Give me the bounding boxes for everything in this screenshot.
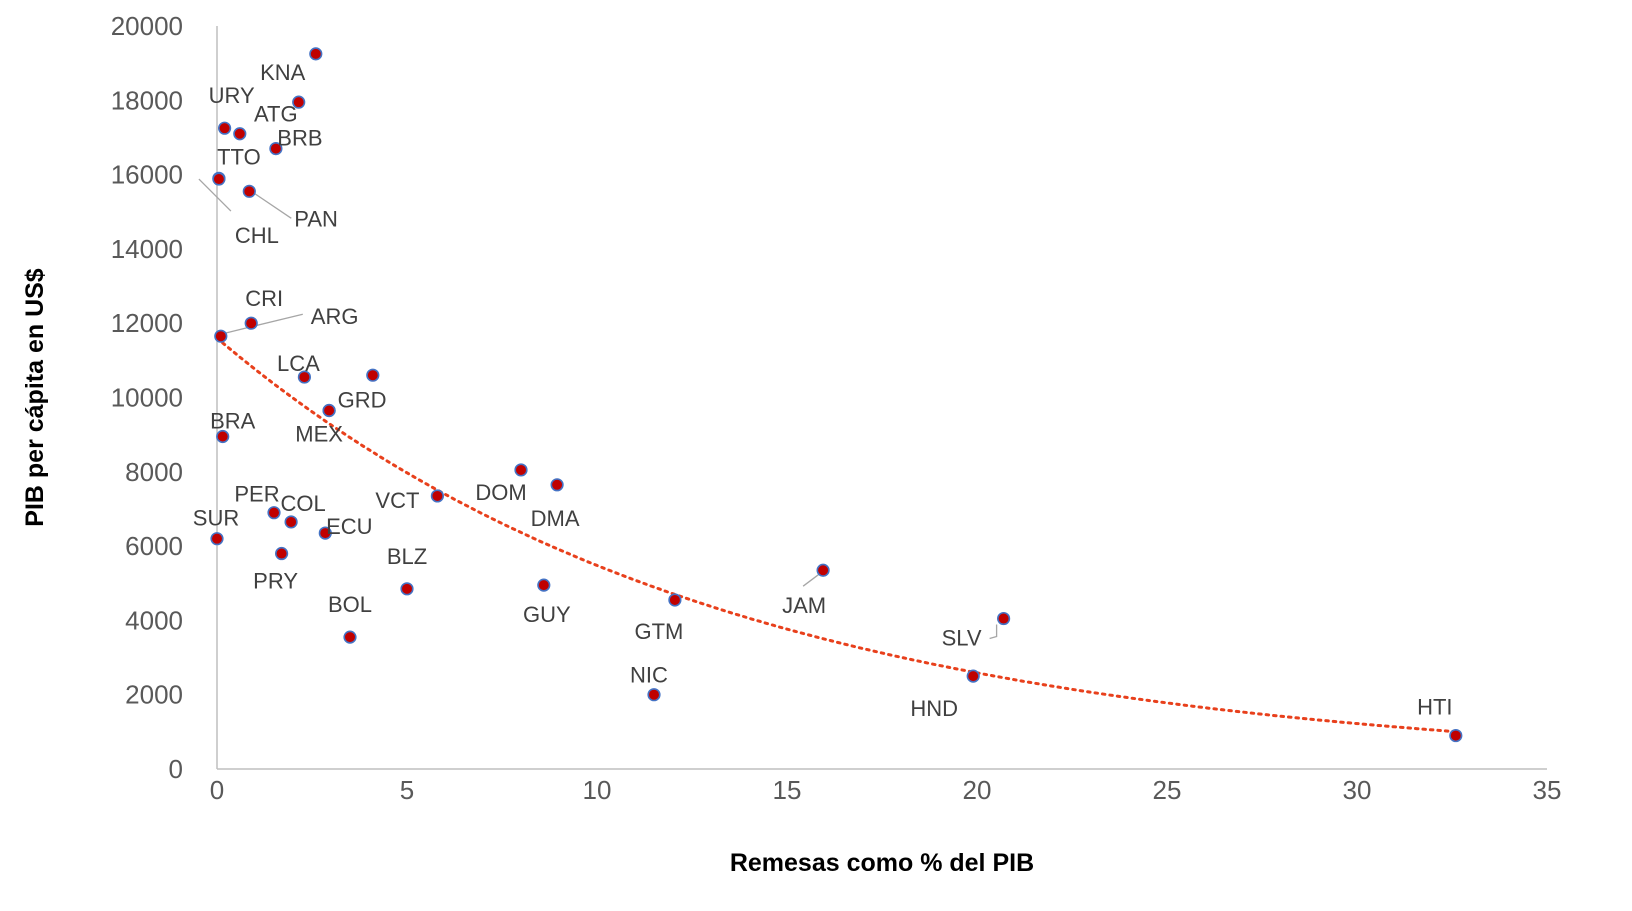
- point-label-arg: ARG: [311, 304, 359, 329]
- data-point: [297, 370, 312, 384]
- data-point: [537, 578, 551, 592]
- data-point: [269, 141, 283, 156]
- point-label-pan: PAN: [294, 206, 338, 231]
- point-label-jam: JAM: [782, 593, 826, 618]
- point-label-hti: HTI: [1417, 695, 1452, 720]
- data-point: [233, 127, 247, 141]
- y-tick-label: 6000: [125, 531, 183, 561]
- point-label-pry: PRY: [253, 569, 298, 594]
- y-tick-label: 0: [169, 754, 183, 784]
- data-point: [275, 546, 289, 561]
- point-label-ecu: ECU: [326, 514, 372, 539]
- point-label-mex: MEX: [295, 422, 343, 447]
- x-tick-label: 35: [1533, 775, 1562, 805]
- point-label-dom: DOM: [475, 480, 526, 505]
- plot-area: 0 5 10 15 20 25 30 35 0 2000 4000 6000 8000 10000 120…: [111, 11, 1562, 805]
- point-label-slv: SLV: [942, 626, 982, 651]
- data-point: [816, 563, 830, 577]
- y-tick-label: 18000: [111, 85, 183, 115]
- point-label-chl: CHL: [235, 223, 279, 248]
- point-label-lca: LCA: [277, 351, 320, 376]
- point-label-tto: TTO: [217, 144, 261, 169]
- point-label-bol: BOL: [328, 592, 372, 617]
- y-axis-ticks: 0 2000 4000 6000 8000 10000 12000 14000 16000 180…: [111, 11, 183, 784]
- data-point: [216, 429, 230, 444]
- point-label-atg: ATG: [254, 102, 298, 127]
- leader-line-slv: [989, 624, 998, 640]
- point-label-grd: GRD: [338, 388, 387, 413]
- data-point: [668, 593, 682, 607]
- data-point: [318, 526, 332, 540]
- data-point: [214, 329, 228, 343]
- data-point: [1449, 728, 1463, 743]
- x-tick-label: 0: [210, 775, 224, 805]
- data-point: [244, 316, 258, 330]
- data-point: [400, 582, 414, 596]
- data-point: [267, 506, 281, 520]
- x-axis-title: Remesas como % del PIB: [730, 849, 1034, 877]
- y-tick-label: 4000: [125, 605, 183, 635]
- point-label-hnd: HND: [910, 696, 958, 721]
- leader-line-jam: [802, 573, 820, 587]
- data-point: [284, 515, 298, 529]
- leader-line-arg: [224, 313, 303, 334]
- data-point: [309, 47, 323, 61]
- point-label-sur: SUR: [193, 506, 239, 531]
- point-label-guy: GUY: [523, 602, 571, 627]
- point-label-vct: VCT: [375, 488, 419, 513]
- x-tick-label: 5: [400, 775, 414, 805]
- data-point: [366, 368, 380, 382]
- data-point: [550, 478, 564, 492]
- data-point: [210, 532, 224, 546]
- y-tick-label: 20000: [111, 11, 183, 41]
- point-label-blz: BLZ: [387, 544, 427, 569]
- point-label-dma: DMA: [531, 506, 580, 531]
- x-tick-label: 10: [583, 775, 612, 805]
- point-label-nic: NIC: [630, 663, 668, 688]
- x-tick-label: 20: [963, 775, 992, 805]
- y-tick-label: 16000: [111, 160, 183, 190]
- data-points: [210, 47, 1463, 743]
- y-axis-title: PIB per cápita en US$: [21, 268, 49, 527]
- y-tick-label: 8000: [125, 457, 183, 487]
- point-label-bra: BRA: [210, 409, 256, 434]
- y-tick-label: 10000: [111, 383, 183, 413]
- data-point: [322, 403, 336, 418]
- y-tick-label: 2000: [125, 680, 183, 710]
- leader-line-pan: [250, 190, 292, 219]
- data-point: [242, 184, 256, 198]
- y-tick-label: 12000: [111, 308, 183, 338]
- point-label-brb: BRB: [277, 126, 322, 151]
- data-point: [647, 688, 661, 702]
- data-point: [514, 463, 528, 477]
- y-tick-label: 14000: [111, 234, 183, 264]
- data-point: [212, 172, 226, 186]
- x-tick-label: 25: [1153, 775, 1182, 805]
- point-label-per: PER: [234, 482, 279, 507]
- x-tick-label: 15: [773, 775, 802, 805]
- data-point: [292, 95, 306, 109]
- data-point: [343, 630, 357, 644]
- point-label-kna: KNA: [260, 60, 306, 85]
- data-point: [966, 669, 980, 683]
- data-point: [430, 489, 445, 503]
- data-point: [996, 611, 1011, 626]
- trendline: [215, 336, 1458, 734]
- point-label-col: COL: [280, 491, 325, 516]
- x-tick-label: 30: [1343, 775, 1372, 805]
- data-point: [218, 121, 232, 135]
- x-axis-ticks: 0 5 10 15 20 25 30 35: [210, 775, 1562, 805]
- point-label-cri: CRI: [245, 286, 283, 311]
- label-leader-lines: [198, 178, 998, 640]
- point-label-ury: URY: [209, 83, 255, 108]
- leader-line-chl: [198, 178, 232, 212]
- point-label-gtm: GTM: [634, 619, 683, 644]
